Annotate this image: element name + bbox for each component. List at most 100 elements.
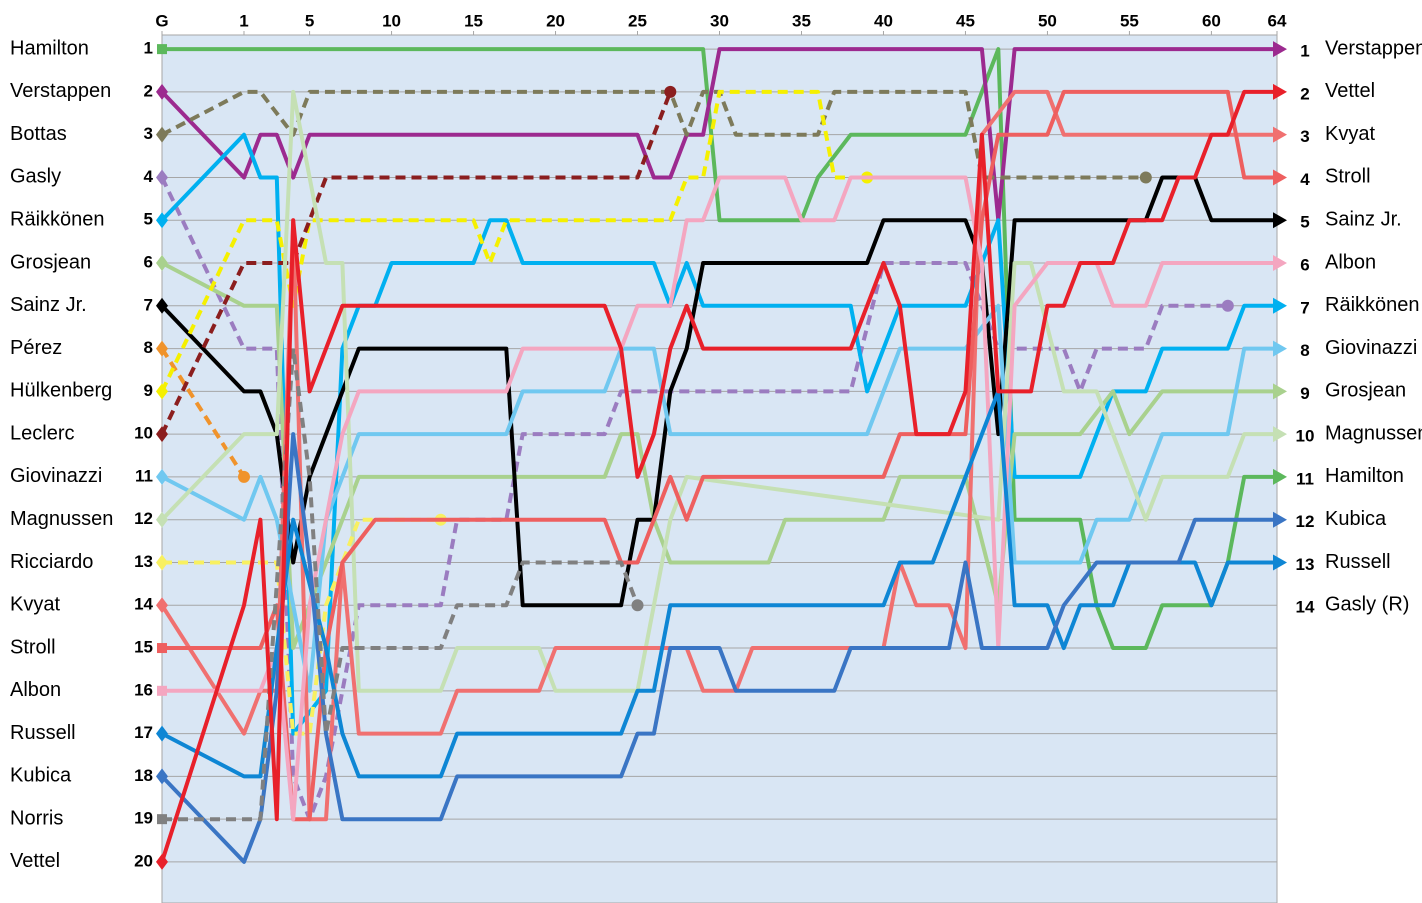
- y2-tick-label: 5: [1300, 213, 1309, 232]
- y2-tick-label: 1: [1300, 42, 1309, 61]
- y-tick-label: 10: [134, 424, 153, 443]
- x-tick-label: G: [155, 11, 168, 30]
- start-marker: [156, 554, 168, 571]
- y-tick-label: 8: [144, 338, 153, 357]
- driver-line: [162, 346, 640, 822]
- finish-driver-name: Verstappen: [1325, 37, 1422, 59]
- start-marker: [156, 426, 168, 443]
- start-marker: [156, 255, 168, 272]
- driver-line: [161, 303, 1277, 693]
- finish-arrow: [1273, 383, 1287, 400]
- y2-tick-label: 8: [1300, 341, 1309, 360]
- start-marker: [156, 853, 168, 870]
- start-driver-name: Räikkönen: [10, 209, 105, 231]
- start-marker: [156, 511, 168, 528]
- finish-driver-name: Kubica: [1325, 508, 1387, 530]
- start-marker: [156, 383, 168, 400]
- finish-arrow: [1273, 212, 1287, 229]
- finish-arrow: [1273, 41, 1287, 58]
- start-driver-name: Norris: [10, 807, 63, 829]
- x-tick-label: 10: [382, 11, 401, 30]
- driver-line: [160, 47, 1277, 223]
- x-tick-label: 15: [464, 11, 483, 30]
- finish-driver-name: Giovinazzi: [1325, 337, 1417, 359]
- finish-driver-name: Stroll: [1325, 166, 1371, 188]
- x-tick-label: 45: [956, 11, 975, 30]
- start-driver-name: Kvyat: [10, 594, 60, 616]
- start-marker: [157, 685, 167, 696]
- finish-arrow: [1273, 255, 1287, 272]
- y-tick-label: 3: [144, 124, 153, 143]
- y-tick-label: 18: [134, 766, 153, 785]
- retire-marker: [1221, 299, 1234, 312]
- finish-driver-name: Magnussen: [1325, 422, 1422, 444]
- y2-tick-label: 9: [1300, 384, 1309, 403]
- finish-arrow: [1273, 426, 1287, 443]
- y-tick-label: 13: [134, 552, 153, 571]
- x-tick-label: 50: [1038, 11, 1057, 30]
- y-tick-label: 2: [144, 81, 153, 100]
- start-marker: [156, 169, 168, 186]
- y-tick-label: 5: [144, 210, 153, 229]
- driver-line: [162, 175, 1277, 822]
- x-tick-label: 64: [1268, 11, 1287, 30]
- x-tick-label: 35: [792, 11, 811, 30]
- x-tick-label: 30: [710, 11, 729, 30]
- finish-arrow: [1273, 511, 1287, 528]
- start-driver-name: Verstappen: [10, 80, 111, 102]
- y2-tick-label: 6: [1300, 256, 1309, 275]
- start-driver-name: Kubica: [10, 765, 72, 787]
- start-driver-name: Giovinazzi: [10, 465, 102, 487]
- y-tick-label: 1: [144, 39, 153, 58]
- start-marker: [156, 126, 168, 143]
- y-tick-label: 20: [134, 851, 153, 870]
- start-driver-name: Grosjean: [10, 251, 91, 273]
- x-tick-label: 40: [874, 11, 893, 30]
- retire-marker: [237, 470, 250, 483]
- y2-tick-label: 4: [1300, 170, 1310, 189]
- y-tick-label: 16: [134, 680, 153, 699]
- y2-tick-label: 14: [1296, 598, 1315, 617]
- retire-marker: [664, 85, 677, 98]
- driver-line: [160, 347, 246, 478]
- y2-tick-label: 10: [1296, 427, 1315, 446]
- y-tick-label: 12: [134, 509, 153, 528]
- x-tick-label: 25: [628, 11, 647, 30]
- finish-arrow: [1273, 126, 1287, 143]
- y-tick-label: 19: [134, 809, 153, 828]
- start-marker: [156, 597, 168, 614]
- driver-line: [162, 89, 1277, 822]
- y2-tick-label: 7: [1300, 298, 1309, 317]
- y-tick-label: 9: [144, 381, 153, 400]
- start-marker: [156, 83, 168, 100]
- driver-line: [160, 91, 673, 435]
- finish-driver-name: Albon: [1325, 251, 1376, 273]
- driver-line: [161, 89, 1146, 180]
- finish-arrow: [1273, 297, 1287, 314]
- y-tick-label: 17: [134, 723, 153, 742]
- finish-driver-name: Sainz Jr.: [1325, 209, 1402, 231]
- finish-driver-name: Gasly (R): [1325, 594, 1409, 616]
- start-driver-name: Hülkenberg: [10, 380, 112, 402]
- start-driver-name: Bottas: [10, 123, 67, 145]
- driver-line: [160, 432, 1277, 864]
- y2-tick-label: 12: [1296, 512, 1315, 531]
- driver-line: [161, 261, 1277, 650]
- y2-tick-label: 2: [1300, 84, 1309, 103]
- x-tick-label: 60: [1202, 11, 1221, 30]
- start-marker: [156, 297, 168, 314]
- start-marker: [156, 212, 168, 229]
- y-tick-label: 4: [144, 167, 154, 186]
- x-tick-label: 55: [1120, 11, 1139, 30]
- finish-driver-name: Räikkönen: [1325, 294, 1420, 316]
- start-driver-name: Ricciardo: [10, 551, 93, 573]
- start-marker: [156, 340, 168, 357]
- start-driver-name: Russell: [10, 722, 76, 744]
- finish-arrow: [1273, 83, 1287, 100]
- y2-tick-label: 11: [1296, 469, 1314, 488]
- y2-tick-label: 3: [1300, 127, 1309, 146]
- finish-driver-name: Hamilton: [1325, 465, 1404, 487]
- start-marker: [157, 814, 167, 825]
